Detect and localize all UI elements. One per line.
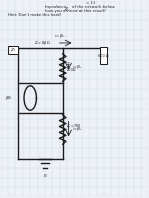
Text: 800Ω: 800Ω [66,69,76,72]
Text: $I_0$: $I_0$ [43,172,47,180]
Text: $Z_i = 8\beta\Omega$: $Z_i = 8\beta\Omega$ [34,39,50,47]
Text: $\beta I_0$: $\beta I_0$ [5,94,12,102]
Text: $Z_1$: $Z_1$ [66,61,72,68]
Text: $i = \beta I_0$: $i = \beta I_0$ [72,63,83,71]
Text: $Z_i$: $Z_i$ [64,5,70,13]
FancyBboxPatch shape [100,48,107,64]
Text: how you arrived at this result!: how you arrived at this result! [45,9,106,12]
FancyBboxPatch shape [8,46,18,54]
Text: $Z_2$=700: $Z_2$=700 [66,123,82,130]
Text: $i = \beta I_0$: $i = \beta I_0$ [54,32,66,40]
Text: Impedance: Impedance [45,5,67,9]
Text: $Z_i$: $Z_i$ [10,47,16,54]
Text: of the network below.: of the network below. [72,5,115,9]
Text: = 11: = 11 [86,1,96,5]
Text: Hint: Don't make this hard!: Hint: Don't make this hard! [8,13,61,17]
Text: $i = \beta I_0$: $i = \beta I_0$ [72,125,83,133]
Text: 600 Ω: 600 Ω [98,54,108,58]
